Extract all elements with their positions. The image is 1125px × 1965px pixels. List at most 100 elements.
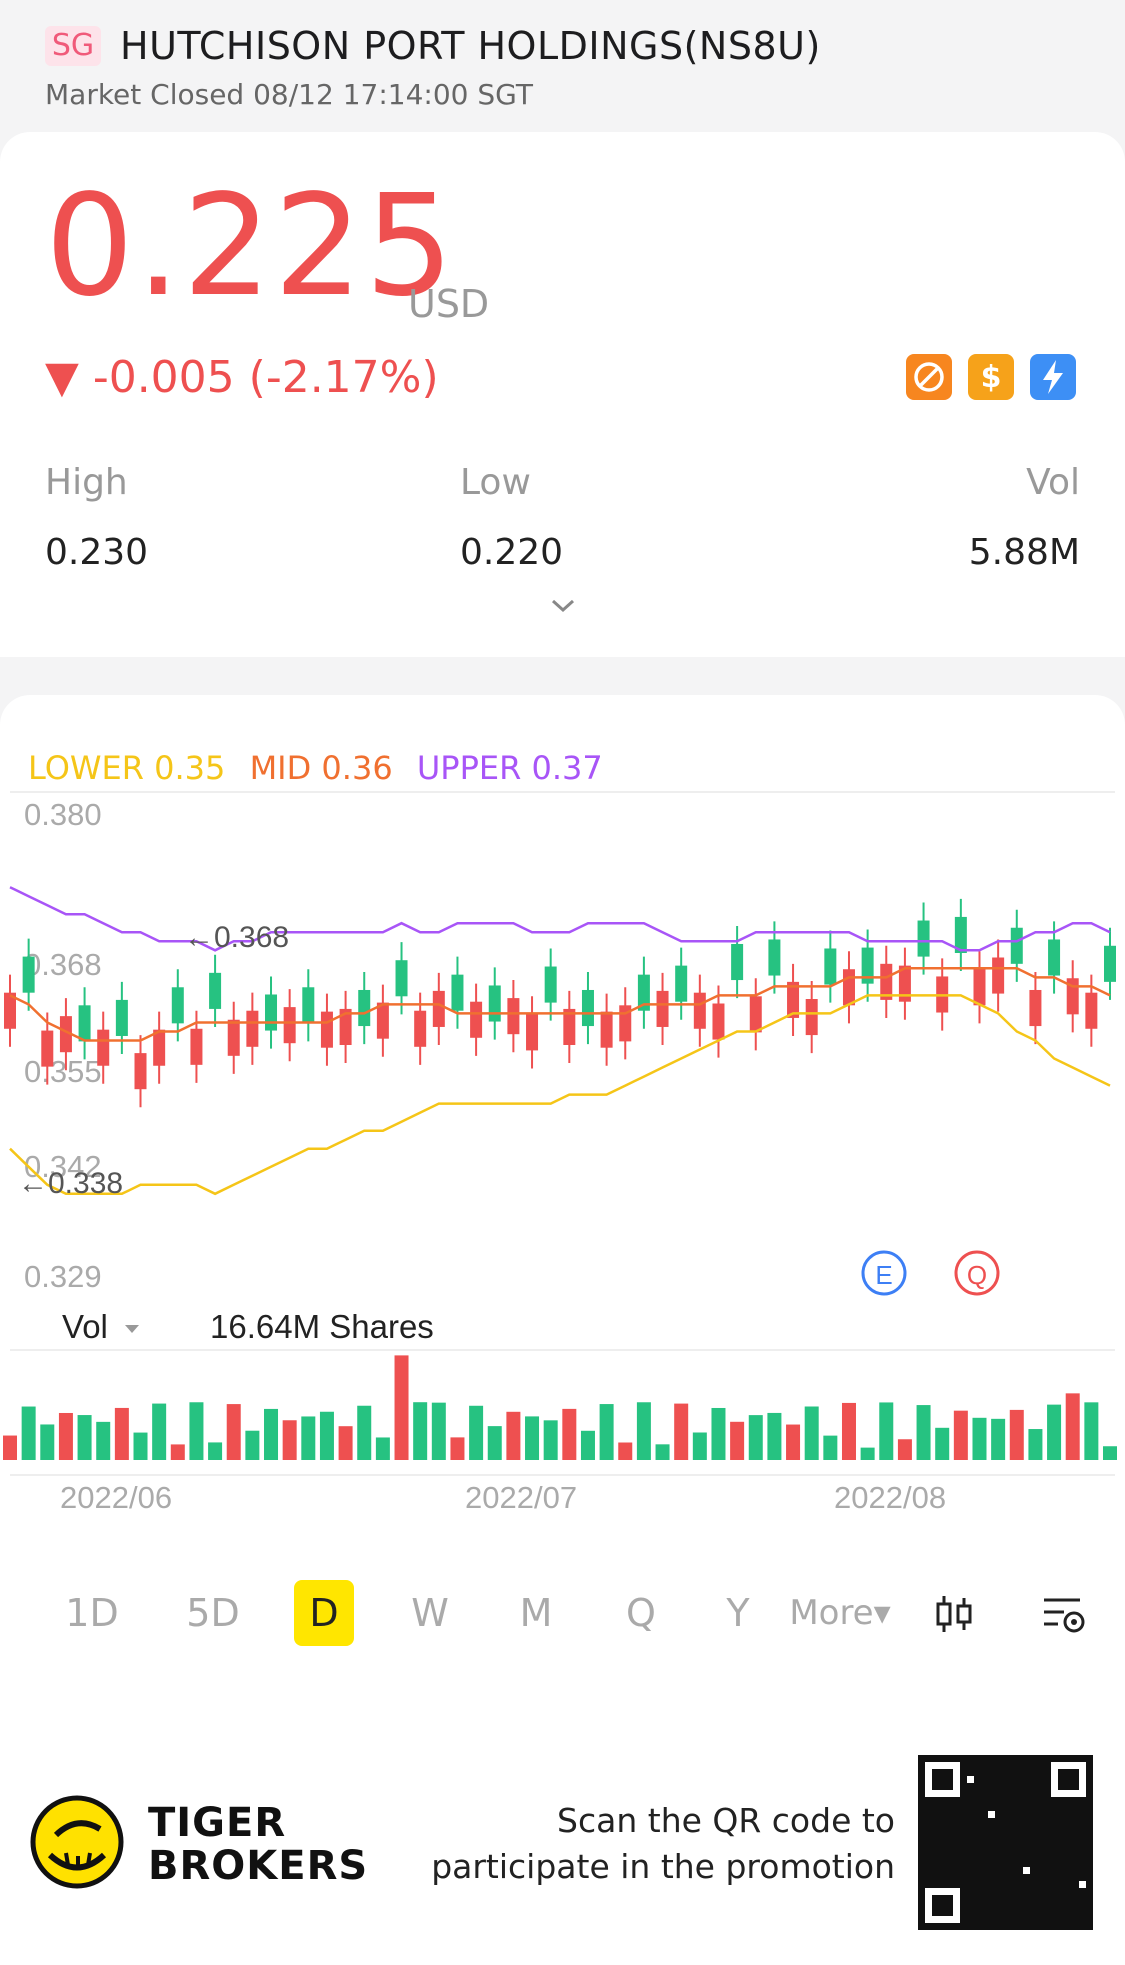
volume-bar <box>506 1411 521 1460</box>
candle-body <box>209 972 222 1009</box>
candle-body <box>470 1001 483 1038</box>
y-tick-label: 0.380 <box>24 797 102 832</box>
y-tick-label: 0.329 <box>24 1259 102 1294</box>
brand-name-top: TIGER <box>148 1800 287 1846</box>
candle-body <box>395 960 408 997</box>
volume-bar <box>282 1420 297 1460</box>
bollinger-legend[interactable]: LOWER 0.35 MID 0.36 UPPER 0.37 <box>28 749 617 787</box>
period-1d[interactable]: 1D <box>65 1591 119 1635</box>
no-short-icon[interactable] <box>906 354 952 400</box>
candle-body <box>544 966 557 1003</box>
tiger-logo-icon <box>30 1795 124 1889</box>
volume-bar <box>21 1406 36 1460</box>
candle-body <box>115 999 128 1036</box>
candlestick-chart[interactable]: 0.380 0.368 0.355 0.342 0.329 ←0.368 ←0.… <box>0 695 1125 1575</box>
volume-bar <box>301 1416 316 1460</box>
svg-text:$: $ <box>981 360 1002 395</box>
volume-bar <box>748 1415 763 1460</box>
period-q[interactable]: Q <box>626 1591 656 1635</box>
volume-bar <box>170 1444 185 1460</box>
promo-banner[interactable]: TIGER BROKERS Scan the QR code to partic… <box>0 1725 1125 1965</box>
candle-body <box>917 920 930 957</box>
volume-bar <box>469 1405 484 1460</box>
earnings-event-icon[interactable]: E <box>861 1250 907 1296</box>
high-label: High <box>45 462 128 503</box>
y-tick-label: 0.355 <box>24 1054 102 1089</box>
upper-band-line <box>9 886 1111 952</box>
candle-body <box>898 965 911 1002</box>
candle-body <box>227 1019 240 1056</box>
candle-body <box>637 974 650 1011</box>
volume-bar <box>58 1412 73 1460</box>
period-y[interactable]: Y <box>726 1591 750 1635</box>
chart-card[interactable]: LOWER 0.35 MID 0.36 UPPER 0.37 0.380 0.3… <box>0 695 1125 1725</box>
volume-indicator-label[interactable]: Vol <box>62 1308 108 1345</box>
volume-bar <box>953 1410 968 1460</box>
lightning-icon[interactable] <box>1030 354 1076 400</box>
x-tick-label: 2022/06 <box>60 1480 172 1515</box>
currency-label: USD <box>408 282 490 326</box>
volume-bar <box>357 1405 372 1460</box>
volume-bar <box>804 1406 819 1460</box>
stock-header: SG HUTCHISON PORT HOLDINGS(NS8U) Market … <box>0 0 1125 135</box>
candle-body <box>78 1005 91 1042</box>
period-5d[interactable]: 5D <box>186 1591 240 1635</box>
volume-bar <box>152 1403 167 1460</box>
volume-dropdown-icon[interactable] <box>125 1325 139 1333</box>
volume-bar <box>319 1411 334 1460</box>
dollar-icon[interactable]: $ <box>968 354 1014 400</box>
volume-bar <box>580 1430 595 1460</box>
volume-bar <box>897 1439 912 1460</box>
candle-body <box>973 969 986 1006</box>
candle-style-icon[interactable] <box>932 1592 976 1636</box>
volume-bar <box>543 1420 558 1460</box>
candle-body <box>1029 989 1042 1027</box>
candle-body <box>768 939 781 976</box>
volume-bars-group <box>3 1355 1117 1460</box>
volume-bar <box>767 1412 782 1460</box>
period-more[interactable]: More▾ <box>789 1593 891 1633</box>
svg-text:Q: Q <box>967 1260 987 1290</box>
volume-bar <box>1028 1429 1043 1460</box>
candle-body <box>320 1011 333 1048</box>
candle-body <box>171 987 184 1024</box>
candle-body <box>805 999 818 1036</box>
candle-body <box>302 987 315 1024</box>
volume-bar <box>77 1415 92 1460</box>
volume-bar <box>972 1417 987 1460</box>
volume-bar <box>1009 1409 1024 1460</box>
volume-bar <box>3 1435 17 1460</box>
candle-body <box>656 990 669 1027</box>
period-d[interactable]: D <box>294 1580 354 1646</box>
candle-body <box>451 974 464 1011</box>
period-m[interactable]: M <box>519 1591 553 1635</box>
volume-bar <box>208 1442 223 1460</box>
candle-body <box>1085 992 1098 1029</box>
chart-settings-icon[interactable] <box>1040 1592 1088 1636</box>
volume-bar <box>133 1432 148 1460</box>
volume-bar <box>1047 1404 1062 1460</box>
candle-body <box>954 916 967 953</box>
volume-bar <box>189 1402 204 1460</box>
volume-bar <box>1103 1446 1117 1460</box>
volume-bar <box>431 1402 446 1460</box>
x-tick-label: 2022/08 <box>834 1480 946 1515</box>
chevron-down-icon[interactable] <box>550 592 576 618</box>
promo-qr-code[interactable] <box>918 1755 1093 1930</box>
candle-body <box>824 948 837 985</box>
candle-body <box>22 956 35 993</box>
candle-body <box>526 1014 539 1051</box>
volume-bar <box>40 1424 55 1460</box>
candle-body <box>414 1010 427 1047</box>
period-w[interactable]: W <box>411 1591 449 1635</box>
volume-bar <box>338 1426 353 1460</box>
volume-bar <box>599 1404 614 1460</box>
quarterly-event-icon[interactable]: Q <box>954 1250 1000 1296</box>
candle-body <box>600 1011 613 1048</box>
candle-body <box>134 1053 147 1090</box>
stock-title: HUTCHISON PORT HOLDINGS(NS8U) <box>120 24 821 68</box>
candle-body <box>376 1002 389 1039</box>
candle-body <box>842 969 855 1006</box>
volume-bar <box>562 1408 577 1460</box>
volume-bar <box>413 1402 428 1460</box>
